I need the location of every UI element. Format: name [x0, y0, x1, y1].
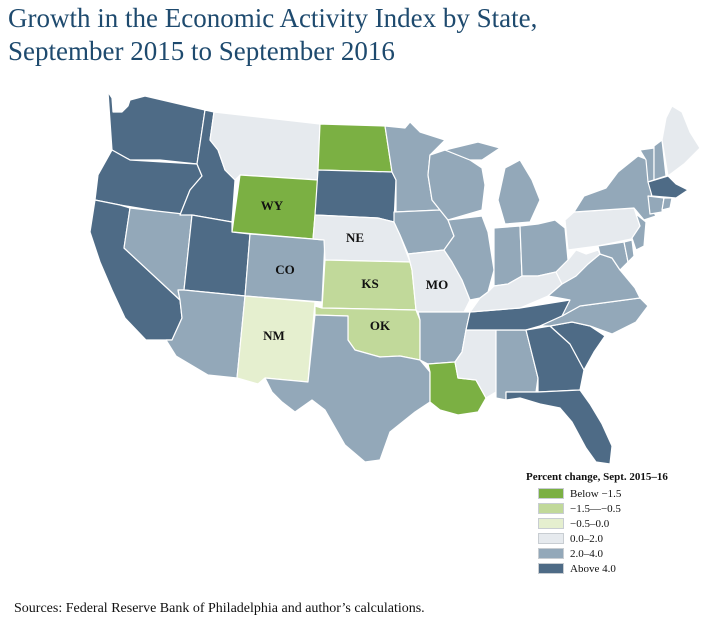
state-indiana — [493, 225, 523, 287]
title-line-1: Growth in the Economic Activity Index by… — [8, 3, 538, 33]
state-washington — [107, 91, 206, 165]
label-co: CO — [275, 262, 295, 277]
state-michigan — [444, 141, 541, 225]
legend-item: −0.5–0.0 — [538, 516, 716, 531]
state-illinois — [443, 215, 495, 301]
legend-item: −1.5—−0.5 — [538, 501, 716, 516]
legend-swatch — [538, 548, 564, 559]
state-maine — [661, 105, 701, 177]
state-south-dakota — [314, 169, 397, 223]
state-florida — [505, 389, 613, 465]
legend-label: 2.0–4.0 — [570, 547, 603, 560]
state-north-dakota — [317, 123, 393, 173]
state-delaware — [623, 239, 635, 263]
label-nm: NM — [263, 328, 285, 343]
legend-swatch — [538, 488, 564, 499]
legend-swatch — [538, 563, 564, 574]
legend-label: Above 4.0 — [570, 562, 616, 575]
legend-label: −1.5—−0.5 — [570, 502, 621, 515]
label-ne: NE — [346, 230, 364, 245]
state-new-jersey — [631, 213, 647, 251]
legend-item: Above 4.0 — [538, 561, 716, 576]
state-connecticut — [647, 195, 665, 215]
us-state-map: WY NE CO KS MO NM OK — [89, 91, 701, 465]
legend-item: 0.0–2.0 — [538, 531, 716, 546]
legend-swatch — [538, 503, 564, 514]
legend-label: −0.5–0.0 — [570, 517, 610, 530]
legend-label: 0.0–2.0 — [570, 532, 603, 545]
legend-title: Percent change, Sept. 2015–16 — [526, 471, 668, 483]
legend-item: Below −1.5 — [538, 486, 716, 501]
legend-label: Below −1.5 — [570, 487, 622, 500]
legend-item: 2.0–4.0 — [538, 546, 716, 561]
state-texas — [264, 314, 431, 463]
source-note: Sources: Federal Reserve Bank of Philade… — [14, 601, 425, 616]
label-wy: WY — [261, 198, 284, 213]
state-montana — [209, 111, 321, 181]
state-rhode-island — [661, 197, 673, 211]
label-ok: OK — [370, 318, 391, 333]
legend-swatch — [538, 533, 564, 544]
title-line-2: September 2015 to September 2016 — [8, 36, 395, 66]
label-mo: MO — [426, 277, 448, 292]
legend: Percent change, Sept. 2015–16 Below −1.5… — [526, 471, 716, 576]
legend-swatch — [538, 518, 564, 529]
label-ks: KS — [361, 276, 378, 291]
map-title: Growth in the Economic Activity Index by… — [8, 2, 537, 68]
